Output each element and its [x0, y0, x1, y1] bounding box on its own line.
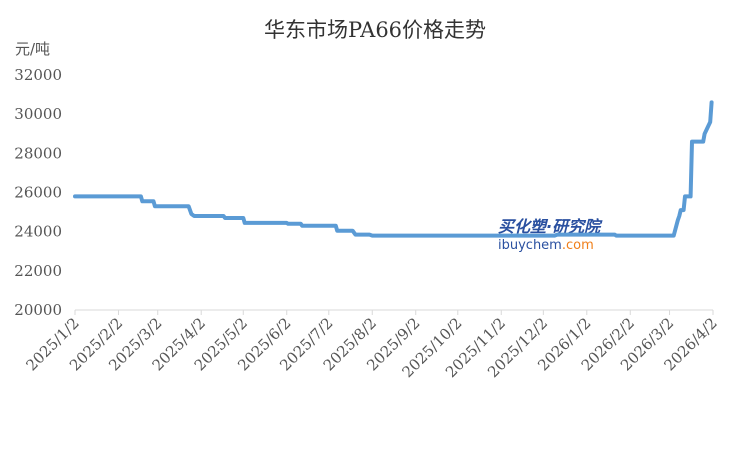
data-point: [192, 214, 196, 218]
watermark-domain: ibuychem: [498, 238, 562, 253]
data-point: [690, 140, 694, 144]
data-point: [676, 218, 680, 222]
y-tick-label: 30000: [14, 105, 62, 123]
data-point: [672, 234, 676, 238]
data-point: [708, 120, 712, 124]
data-point: [243, 221, 247, 225]
data-point: [140, 199, 144, 203]
data-point: [286, 222, 290, 226]
watermark: 买化塑·研究院 ibuychem.com: [498, 217, 603, 253]
y-tick-label: 22000: [14, 262, 62, 280]
data-point: [368, 233, 371, 237]
svg-text:ibuychem.com: ibuychem.com: [498, 238, 594, 253]
y-tick-label: 32000: [14, 66, 62, 84]
series-line: [73, 100, 714, 238]
data-point: [679, 208, 683, 212]
data-point: [223, 216, 227, 220]
data-point: [152, 199, 155, 203]
y-axis-ticks: 20000 22000 24000 26000 28000 30000 32000: [14, 66, 62, 319]
data-point: [187, 204, 191, 208]
data-point: [683, 194, 687, 198]
series-layer: [73, 100, 714, 238]
watermark-tld: .com: [562, 238, 594, 253]
data-point: [334, 224, 338, 228]
data-point: [677, 214, 681, 218]
y-unit-label: 元/吨: [15, 40, 50, 58]
data-point: [189, 212, 193, 216]
data-point: [241, 216, 245, 220]
watermark-line1: 买化塑·研究院: [498, 217, 603, 236]
data-point: [703, 132, 707, 136]
data-point: [710, 100, 714, 104]
data-point: [614, 234, 618, 238]
data-point: [555, 233, 559, 237]
data-point: [351, 229, 355, 233]
y-tick-label: 26000: [14, 184, 62, 202]
data-point: [553, 234, 557, 238]
data-point: [153, 204, 157, 208]
data-point: [701, 140, 705, 144]
data-point: [353, 233, 357, 237]
y-tick-label: 20000: [14, 301, 62, 319]
data-point: [73, 194, 77, 198]
data-point: [682, 208, 686, 212]
data-point: [139, 194, 143, 198]
y-tick-label: 28000: [14, 144, 62, 162]
x-axis-ticks: 2025/1/22025/2/22025/3/22025/4/22025/5/2…: [22, 310, 721, 381]
y-tick-label: 24000: [14, 223, 62, 241]
data-point: [300, 224, 304, 228]
data-point: [370, 234, 374, 238]
data-point: [689, 194, 693, 198]
data-point: [335, 229, 339, 233]
chart-title: 华东市场PA66价格走势: [264, 18, 486, 42]
